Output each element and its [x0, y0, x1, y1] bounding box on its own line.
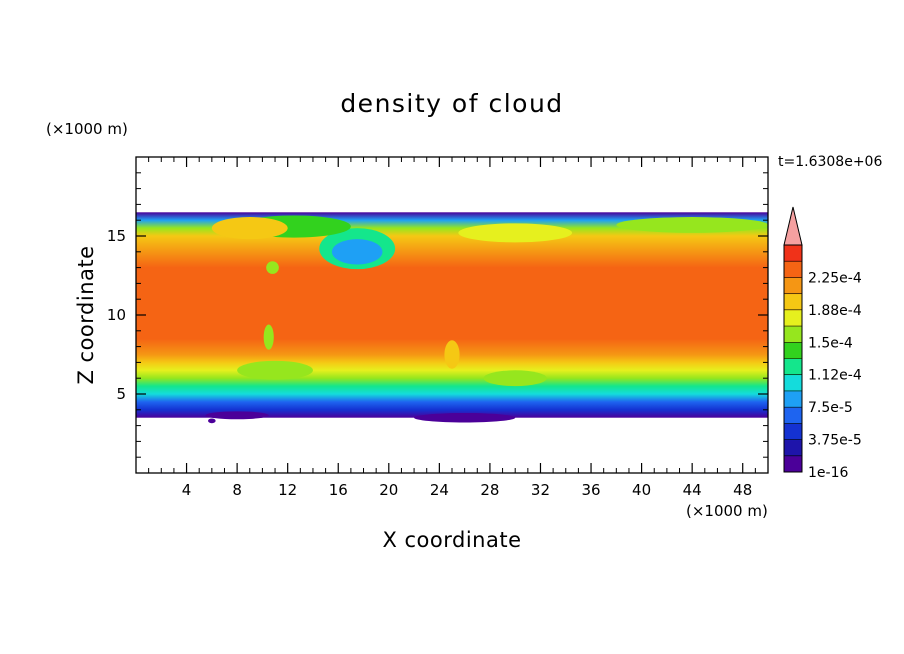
colorbar-swatch	[784, 342, 802, 359]
x-tick-label: 24	[430, 481, 449, 499]
chart-title: density of cloud	[340, 89, 563, 118]
cloud-field	[136, 212, 768, 418]
cloud-eddy	[237, 360, 313, 380]
cloud-top-lobe	[458, 223, 573, 243]
y-tick-label: 15	[107, 227, 126, 245]
cloud-top-lobe	[616, 217, 768, 233]
colorbar-tick-label: 1.88e-4	[808, 303, 862, 319]
y-unit-label: (×1000 m)	[46, 120, 128, 138]
colorbar-swatch	[784, 423, 802, 441]
colorbar: 1e-16 3.75e-5 7.5e-5 1.12e-4 1.5e-4 1.88e-4 2.…	[783, 206, 862, 481]
colorbar-swatch	[784, 309, 802, 327]
x-tick-label: 12	[278, 481, 297, 499]
colorbar-tick-label: 2.25e-4	[808, 270, 862, 286]
colorbar-swatch	[784, 245, 802, 262]
colorbar-tick-label: 1e-16	[808, 465, 848, 481]
x-axis-label: X coordinate	[382, 528, 521, 552]
cloud-base-bump	[414, 412, 516, 423]
cloud-eddy	[444, 340, 460, 369]
x-tick-label: 36	[581, 481, 600, 499]
cloud-base-bump	[205, 411, 269, 420]
x-tick-label: 40	[632, 481, 651, 499]
colorbar-tick-label: 1.5e-4	[808, 335, 853, 351]
x-tick-label: 4	[182, 481, 192, 499]
x-tick-label: 32	[531, 481, 550, 499]
x-ticks: 4 8 12 16 20 24 28 32 36 40 44 48	[148, 157, 756, 499]
y-ticks: 5 10 15	[107, 172, 768, 458]
colorbar-tick-label: 7.5e-5	[808, 400, 853, 416]
x-tick-label: 48	[733, 481, 752, 499]
colorbar-swatch	[784, 277, 802, 295]
colorbar-swatch	[784, 455, 802, 473]
cloud-top-overturn-core	[331, 239, 383, 265]
cloud-base-bump	[208, 418, 216, 424]
y-tick-label: 10	[107, 306, 126, 324]
colorbar-tick-label: 1.12e-4	[808, 368, 862, 384]
x-tick-label: 20	[379, 481, 398, 499]
cloud-eddy	[263, 324, 274, 350]
colorbar-swatch	[784, 439, 802, 457]
y-axis-label: Z coordinate	[74, 245, 98, 384]
x-unit-label: (×1000 m)	[686, 502, 768, 520]
x-tick-label: 8	[232, 481, 242, 499]
x-tick-label: 16	[329, 481, 348, 499]
colorbar-swatch	[784, 374, 802, 392]
cloud-eddy	[483, 370, 547, 387]
colorbar-swatch	[784, 390, 802, 408]
x-tick-label: 44	[683, 481, 702, 499]
colorbar-swatch	[784, 261, 802, 278]
colorbar-swatch	[784, 358, 802, 376]
plot-area	[136, 157, 768, 473]
x-tick-label: 28	[480, 481, 499, 499]
cloud-top-lobe	[211, 217, 288, 240]
colorbar-tick-label: 3.75e-5	[808, 433, 862, 449]
time-label: t=1.6308e+06	[778, 154, 882, 170]
colorbar-swatch	[784, 407, 802, 424]
y-tick-label: 5	[116, 385, 126, 403]
colorbar-swatch	[784, 293, 802, 311]
cloud-eddy	[266, 261, 279, 274]
colorbar-swatch	[784, 326, 802, 343]
colorbar-extend-arrow	[783, 206, 803, 246]
cloud-features	[205, 215, 768, 424]
